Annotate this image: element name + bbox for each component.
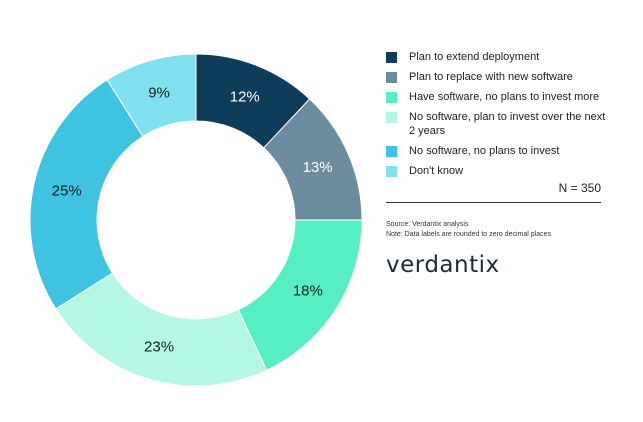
data-label: 12% [230, 88, 260, 105]
data-label: 13% [303, 159, 333, 176]
data-label: 25% [52, 183, 82, 200]
donut-slice [106, 53, 197, 138]
legend-swatch [386, 146, 397, 157]
data-label: 23% [144, 339, 174, 356]
sample-size: N = 350 [558, 181, 601, 195]
notes: Source: Verdantix analysis Note: Data la… [386, 220, 551, 240]
legend-label: Plan to replace with new software [409, 71, 573, 83]
legend-item-plan-invest: No software, plan to invest over the nex… [386, 110, 606, 138]
legend-label: Plan to extend deployment [409, 51, 540, 63]
legend-swatch [386, 92, 397, 103]
donut-chart: 12% 13% 18% 23% 25% 9% [29, 53, 363, 387]
legend-label: No software, no plans to invest [409, 145, 560, 157]
donut-slice [55, 272, 268, 387]
legend-item-dont-know: Don't know [386, 164, 606, 178]
legend-item-replace: Plan to replace with new software [386, 70, 606, 84]
divider [386, 202, 601, 203]
data-label: 9% [148, 84, 170, 101]
legend-label: Don't know [409, 165, 464, 177]
legend-swatch [386, 112, 397, 123]
source-note: Source: Verdantix analysis [386, 221, 469, 228]
legend: Plan to extend deployment Plan to replac… [386, 50, 606, 184]
donut-slice [29, 79, 144, 310]
legend-swatch [386, 166, 397, 177]
legend-item-no-plans: No software, no plans to invest [386, 144, 606, 158]
legend-item-no-invest-more: Have software, no plans to invest more [386, 90, 606, 104]
rounding-note: Note: Data labels are rounded to zero de… [386, 231, 551, 238]
legend-item-extend: Plan to extend deployment [386, 50, 606, 64]
verdantix-logo: verdantix [386, 252, 500, 278]
data-label: 18% [293, 282, 323, 299]
legend-swatch [386, 52, 397, 63]
legend-swatch [386, 72, 397, 83]
legend-label: Have software, no plans to invest more [409, 91, 600, 103]
legend-label: No software, plan to invest over the nex… [409, 111, 606, 137]
